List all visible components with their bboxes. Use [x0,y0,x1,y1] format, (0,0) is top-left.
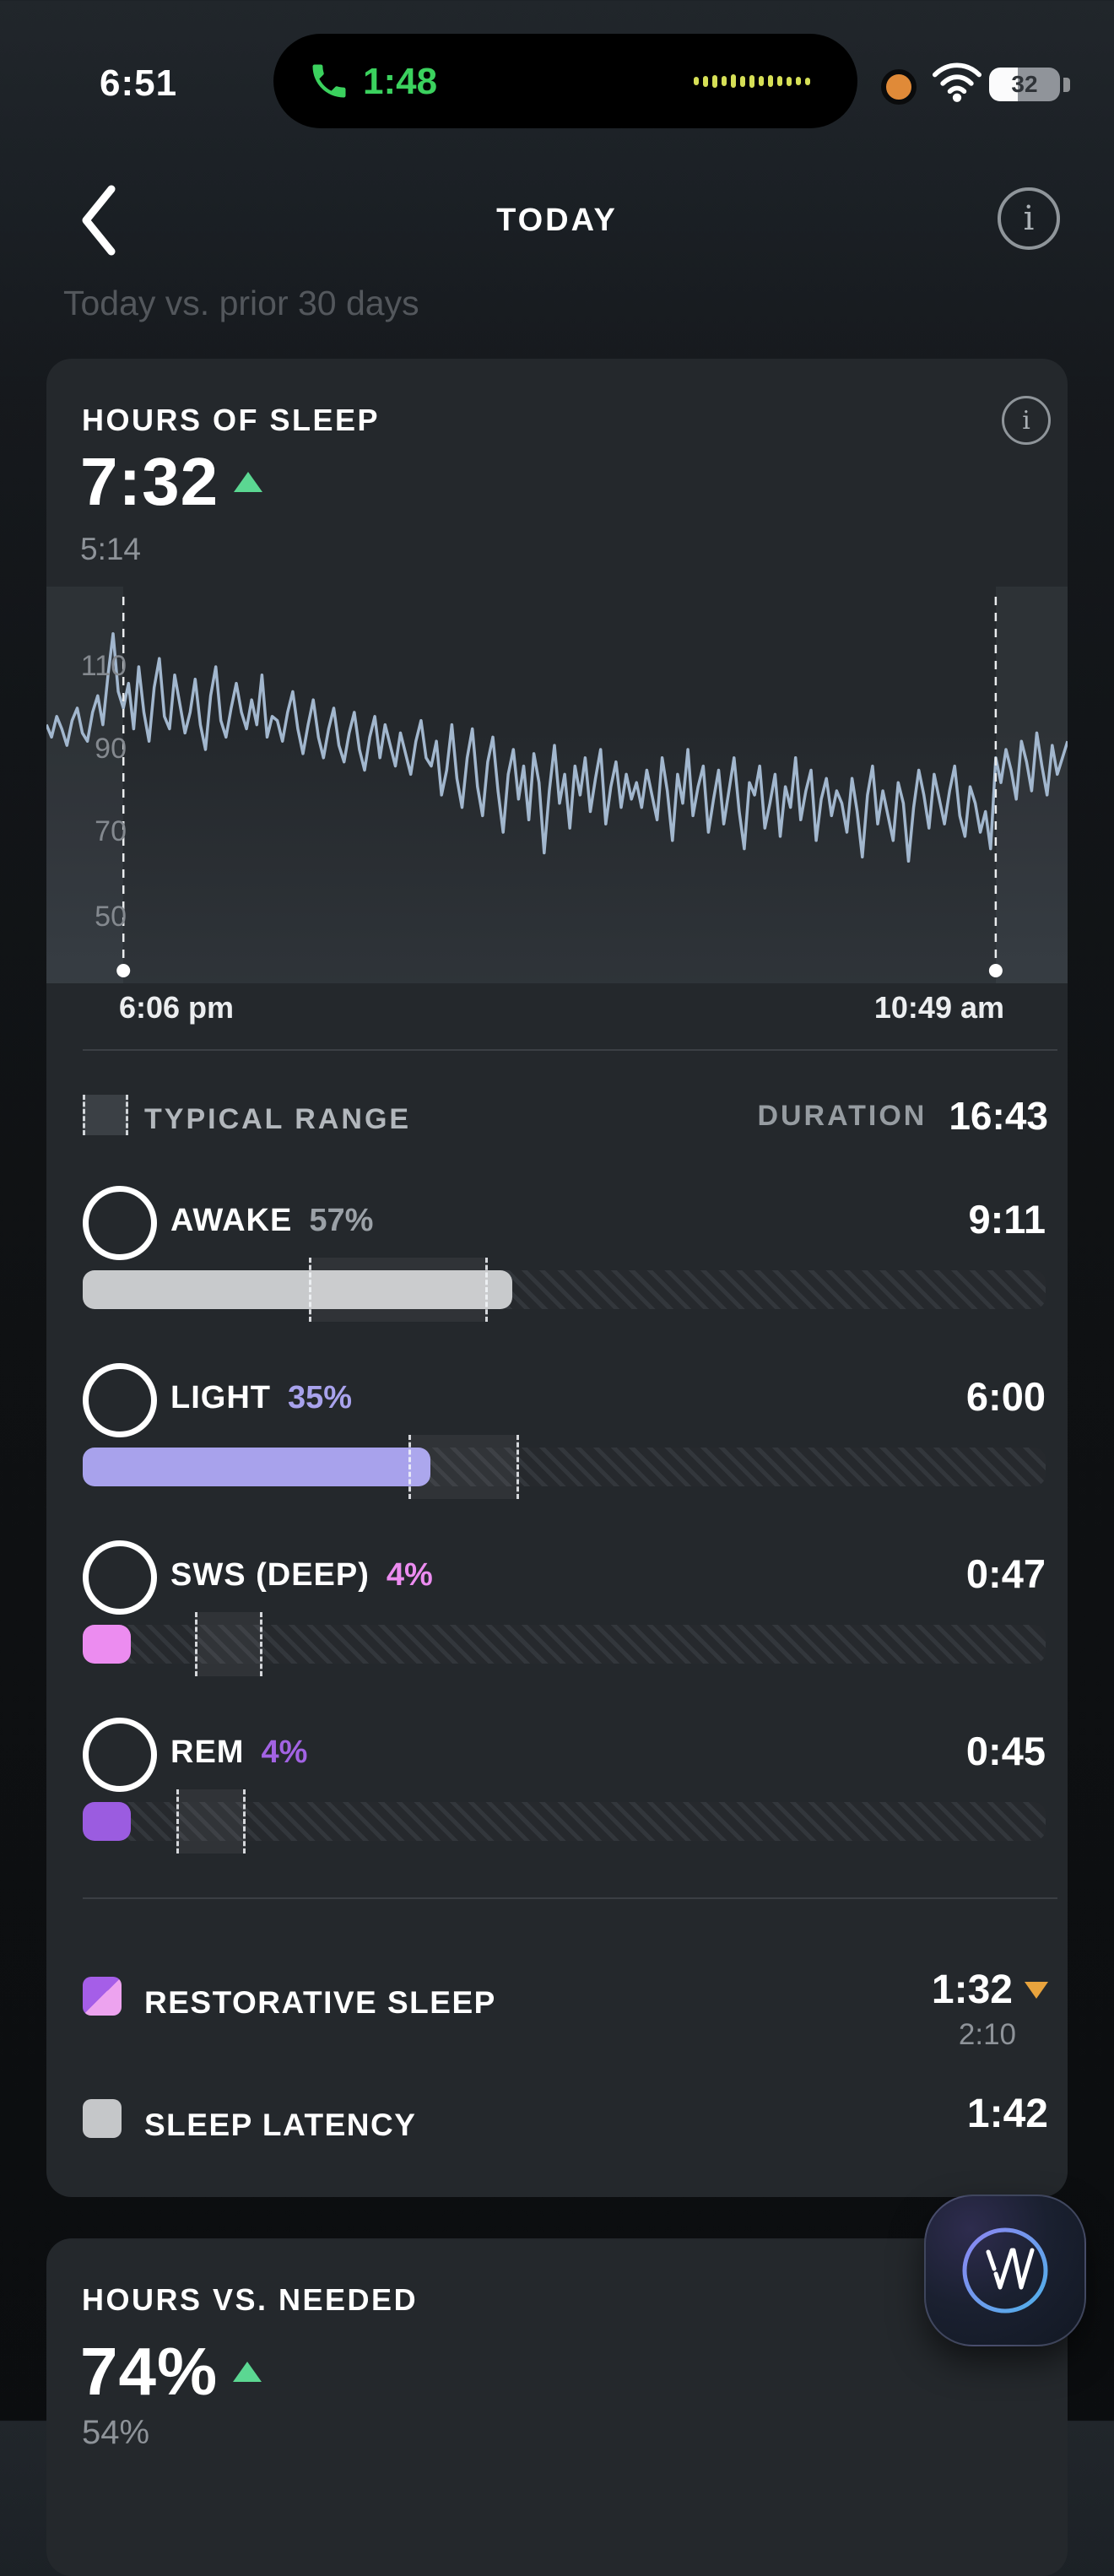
back-button[interactable] [74,182,125,258]
restorative-sleep-value-row: 1:32 [932,1967,1048,2013]
status-time: 6:51 [100,62,178,104]
needed-comparison-value: 54% [82,2414,150,2451]
restorative-sleep-value: 1:32 [931,1967,1013,2012]
stage-toggle-circle[interactable] [83,1186,157,1260]
trend-up-icon [234,472,263,492]
stage-bar-fill [83,1448,430,1486]
stage-percent: 4% [261,1734,308,1770]
y-tick-70: 70 [95,815,127,847]
phone-call-icon [312,64,346,98]
hours-of-sleep-card: HOURS OF SLEEP i 7:32 5:14 110 90 70 50 … [46,359,1068,2197]
stage-percent: 35% [287,1380,353,1415]
header-info-button[interactable]: i [998,187,1060,250]
stage-row-sws-deep[interactable]: SWS (DEEP) 4% 0:47 [83,1540,1046,1692]
wifi-icon [932,62,982,102]
sleep-value-row: 7:32 [80,443,263,521]
card-title: HOURS VS. NEEDED [82,2282,419,2317]
stage-bar-fill [83,1625,132,1664]
duration-label: DURATION [757,1099,927,1132]
stage-bar-track [83,1258,1046,1322]
heart-rate-chart[interactable]: 110 90 70 50 6:06 pm 10:49 am [46,587,1068,1034]
stage-duration: 0:45 [965,1729,1046,1773]
hours-vs-needed-value: 74% [80,2334,219,2409]
divider [83,1897,1057,1899]
stage-percent: 57% [309,1203,374,1238]
stage-bar-track [83,1789,1046,1854]
comparison-subtitle: Today vs. prior 30 days [63,284,419,322]
stage-row-light[interactable]: LIGHT 35% 6:00 [83,1363,1046,1515]
call-waveform-icon [694,34,810,128]
sleep-info-button[interactable]: i [1002,396,1051,445]
stage-toggle-circle[interactable] [83,1718,157,1792]
sleep-latency-value: 1:42 [966,2092,1048,2136]
hours-vs-needed-card: HOURS VS. NEEDED 74% 54% [46,2238,1068,2576]
battery-fill [989,68,1018,101]
typical-range-band [408,1435,520,1499]
page-title: TODAY [496,203,618,238]
battery-percent: 32 [1011,71,1038,97]
y-tick-110: 110 [80,650,127,682]
y-tick-90: 90 [95,733,127,765]
stage-bar-track [83,1612,1046,1676]
typical-range-label: TYPICAL RANGE [144,1103,412,1135]
stage-bar-fill [83,1270,512,1309]
stage-row-rem[interactable]: REM 4% 0:45 [83,1718,1046,1870]
stage-label: AWAKE [170,1203,293,1238]
sleep-latency-swatch-icon [83,2099,122,2138]
trend-up-icon [233,2362,262,2382]
restorative-sleep-swatch-icon [83,1977,122,2016]
battery-nub [1063,78,1070,92]
stage-label: SWS (DEEP) [170,1557,370,1593]
stage-label: LIGHT [170,1380,271,1415]
divider [83,1049,1057,1051]
sleep-comparison-value: 5:14 [80,532,142,566]
duration-value: 16:43 [949,1094,1048,1138]
typical-range-band [195,1612,262,1676]
stage-duration: 9:11 [968,1197,1046,1242]
heart-rate-line [46,597,1068,977]
typical-range-band [176,1789,246,1854]
dynamic-island-call-pill[interactable]: 1:48 [273,34,857,128]
stage-bar-track [83,1435,1046,1499]
y-tick-50: 50 [95,901,127,933]
restorative-sleep-comparison: 2:10 [958,2018,1016,2051]
bedtime-label: 6:06 pm [119,990,235,1025]
needed-value-row: 74% [80,2333,262,2411]
stage-percent: 4% [386,1557,433,1593]
battery-indicator: 32 [989,68,1060,101]
stage-bar-fill [83,1802,132,1841]
trend-down-icon [1025,1981,1048,1999]
stage-duration: 0:47 [965,1551,1046,1596]
hours-of-sleep-value: 7:32 [80,444,219,519]
mic-indicator-dot [881,69,917,105]
card-title: HOURS OF SLEEP [82,403,381,437]
typical-range-swatch-icon [83,1095,128,1135]
stage-duration: 6:00 [965,1374,1046,1419]
duration-row: DURATION 16:43 [757,1093,1048,1139]
whoop-logo-icon [962,2227,1048,2314]
stage-row-awake[interactable]: AWAKE 57% 9:11 [83,1186,1046,1338]
sleep-latency-label: SLEEP LATENCY [144,2108,417,2142]
stage-label: REM [170,1734,245,1770]
call-duration: 1:48 [363,61,438,102]
whoop-coach-fab[interactable] [924,2194,1086,2346]
stage-toggle-circle[interactable] [83,1540,157,1615]
stage-toggle-circle[interactable] [83,1363,157,1437]
typical-range-band [309,1258,488,1322]
waketime-label: 10:49 am [873,990,1004,1025]
restorative-sleep-label: RESTORATIVE SLEEP [144,1985,496,2020]
